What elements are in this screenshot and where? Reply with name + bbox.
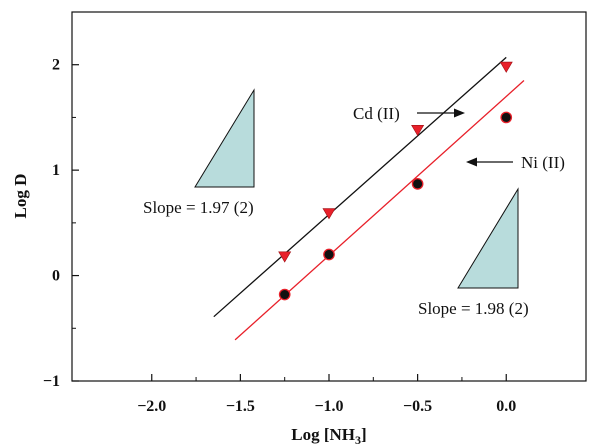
y-tick-label: 2	[52, 57, 60, 74]
ni-arrow	[466, 157, 513, 167]
y-tick-label: 0	[52, 268, 60, 285]
y-tick-label: 1	[52, 162, 60, 179]
slope-triangle-right	[457, 187, 519, 289]
x-tick-label: −1.5	[226, 398, 255, 415]
slope-left-label: Slope = 1.97 (2)	[143, 198, 254, 217]
y-tick-label: −1	[43, 373, 60, 390]
cd-data-point	[278, 251, 292, 263]
fit-lines	[213, 56, 525, 341]
cd-data-point	[411, 124, 425, 137]
cd-data-point	[499, 61, 513, 73]
y-axis-title: Log D	[11, 174, 30, 219]
cd-label: Cd (II)	[353, 104, 400, 123]
axis-ticks: −2.0 −1.5 −1.0 −0.5 0.0 −1 0 1 2	[43, 11, 516, 415]
fit-line	[213, 56, 507, 318]
slope-triangle-left	[194, 88, 255, 188]
cd-arrow	[417, 108, 465, 118]
x-tick-label: −1.0	[314, 398, 343, 415]
cd-data-point	[322, 208, 336, 220]
ni-data-point	[323, 248, 335, 261]
slope-right-label: Slope = 1.98 (2)	[418, 299, 529, 318]
x-tick-label: 0.0	[496, 398, 516, 415]
x-tick-label: −2.0	[137, 398, 166, 415]
ni-data-point	[500, 111, 513, 124]
ni-data-point	[411, 177, 424, 190]
data-points	[278, 61, 513, 301]
ni-label: Ni (II)	[521, 153, 565, 172]
x-tick-label: −0.5	[403, 398, 432, 415]
ni-data-point	[278, 288, 291, 301]
x-axis-title: Log [NH3]	[291, 425, 366, 444]
